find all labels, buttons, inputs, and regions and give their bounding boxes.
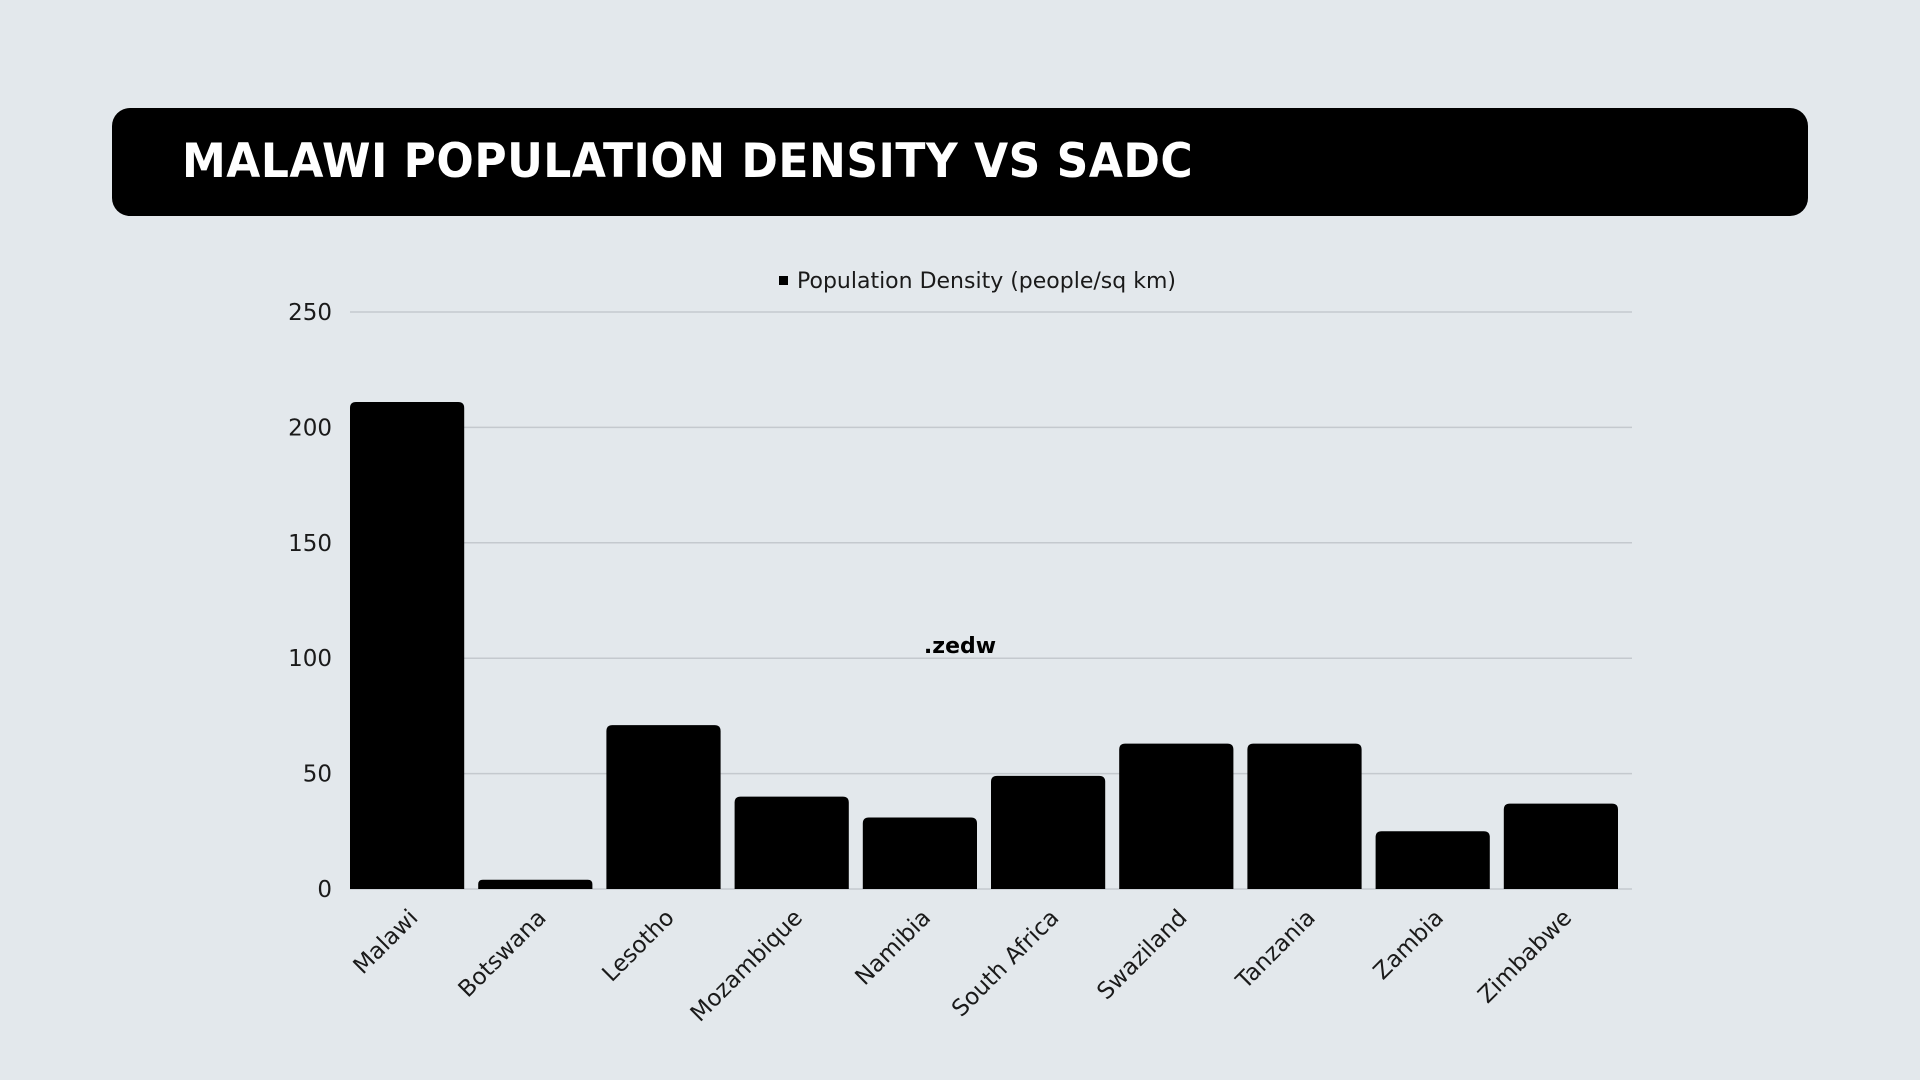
x-axis-labels: Malawi Botswana Lesotho Mozambique Namibia So…	[349, 905, 1577, 1027]
legend: Population Density (people/sq km)	[779, 269, 1176, 294]
x-tick-label: Mozambique	[686, 905, 808, 1027]
x-tick-label: Botswana	[454, 905, 552, 1003]
bar-lesotho	[606, 725, 721, 889]
y-tick-label: 100	[288, 646, 332, 672]
bars-layer	[350, 402, 1618, 889]
x-tick-label: Malawi	[349, 905, 424, 980]
bar-mozambique	[734, 796, 849, 889]
x-tick-label: Namibia	[850, 905, 936, 991]
bar-malawi	[350, 402, 465, 889]
legend-swatch	[779, 276, 788, 285]
bar-south-africa	[991, 775, 1106, 889]
watermark-text: .zedw	[924, 634, 996, 659]
bar-tanzania	[1247, 743, 1362, 889]
x-tick-label: Lesotho	[598, 905, 680, 987]
bar-botswana	[478, 879, 593, 889]
x-tick-label: Zambia	[1369, 905, 1449, 985]
legend-label: Population Density (people/sq km)	[797, 269, 1176, 294]
y-axis-labels: 0 50 100 150 200 250	[288, 300, 332, 903]
y-tick-label: 50	[303, 762, 332, 788]
y-tick-label: 200	[288, 415, 332, 441]
x-tick-label: Swaziland	[1092, 905, 1192, 1005]
page-title: MALAWI POPULATION DENSITY VS SADC	[182, 133, 1194, 189]
y-tick-label: 150	[288, 531, 332, 557]
bar-zambia	[1375, 831, 1490, 889]
y-tick-label: 0	[317, 877, 332, 903]
x-tick-label: Tanzania	[1231, 905, 1321, 995]
x-tick-label: Zimbabwe	[1473, 905, 1577, 1009]
bar-zimbabwe	[1503, 803, 1618, 889]
y-tick-label: 250	[288, 300, 332, 326]
title-banner: MALAWI POPULATION DENSITY VS SADC	[112, 108, 1808, 216]
bar-swaziland	[1119, 743, 1234, 889]
bar-namibia	[862, 817, 977, 889]
x-tick-label: South Africa	[947, 905, 1064, 1022]
